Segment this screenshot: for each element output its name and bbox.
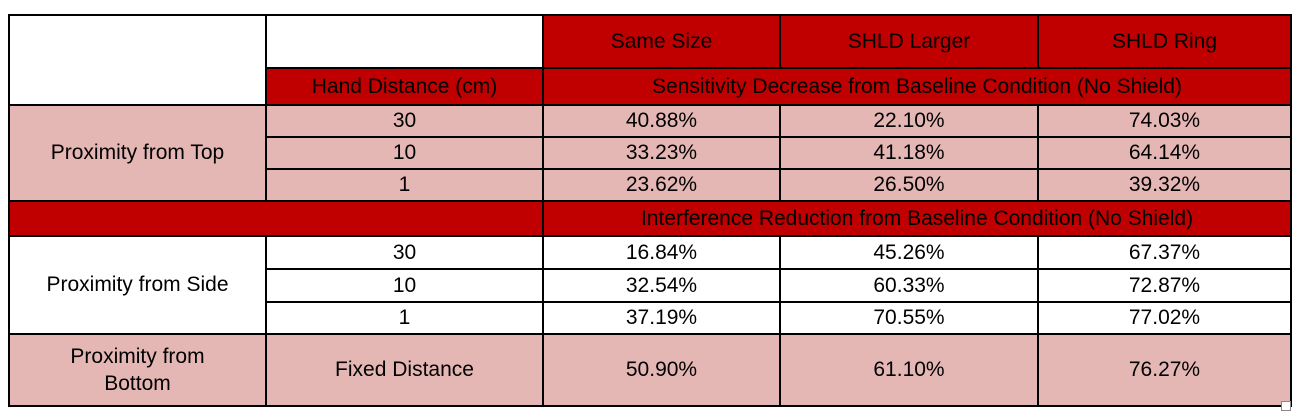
data-cell: 37.19% xyxy=(542,301,781,335)
data-cell: 40.88% xyxy=(542,104,781,138)
data-cell: 76.27% xyxy=(1037,333,1292,407)
interference-band-spacer xyxy=(8,200,544,237)
hand-distance-cell: 1 xyxy=(265,301,544,335)
table-row: Proximity from Bottom Fixed Distance 50.… xyxy=(8,333,1292,407)
hand-distance-cell: 1 xyxy=(265,168,544,202)
hand-distance-cell: 10 xyxy=(265,136,544,170)
data-cell: 67.37% xyxy=(1037,235,1292,270)
data-cell: 60.33% xyxy=(779,268,1039,303)
data-cell: 61.10% xyxy=(779,333,1039,407)
table-row: 1 37.19% 70.55% 77.02% xyxy=(9,301,1292,335)
hand-distance-cell: 10 xyxy=(265,268,544,303)
shield-comparison-table: Same Size SHLD Larger SHLD Ring Hand Dis… xyxy=(8,14,1292,407)
data-cell: 32.54% xyxy=(542,268,781,303)
data-cell: 64.14% xyxy=(1037,136,1292,170)
table-row: Proximity from Side 30 16.84% 45.26% 67.… xyxy=(8,235,1292,335)
col-header-shld-ring: SHLD Ring xyxy=(1037,14,1292,69)
table-row: Proximity from Top 30 40.88% 22.10% 74.0… xyxy=(8,104,1292,202)
interference-band-cell: Interference Reduction from Baseline Con… xyxy=(542,200,1292,237)
row-label-proximity-bottom: Proximity from Bottom xyxy=(8,333,267,407)
hand-distance-cell: Fixed Distance xyxy=(265,333,544,407)
blank-cell xyxy=(265,14,544,69)
data-cell: 70.55% xyxy=(779,301,1039,335)
blank-corner-cell xyxy=(8,14,267,106)
data-cell: 77.02% xyxy=(1037,301,1292,335)
subheader-row: Hand Distance (cm) Sensitivity Decrease … xyxy=(9,67,1292,106)
data-cell: 50.90% xyxy=(542,333,781,407)
data-cell: 72.87% xyxy=(1037,268,1292,303)
data-cell: 39.32% xyxy=(1037,168,1292,202)
data-cell: 26.50% xyxy=(779,168,1039,202)
data-cell: 22.10% xyxy=(779,104,1039,138)
hand-distance-cell: 30 xyxy=(265,235,544,270)
data-cell: 41.18% xyxy=(779,136,1039,170)
interference-band-row: Interference Reduction from Baseline Con… xyxy=(8,200,1292,237)
hand-distance-cell: 30 xyxy=(265,104,544,138)
data-cell: 74.03% xyxy=(1037,104,1292,138)
row-label-proximity-side: Proximity from Side xyxy=(8,235,267,335)
col-header-shld-larger: SHLD Larger xyxy=(779,14,1039,69)
data-cell: 33.23% xyxy=(542,136,781,170)
row-label-proximity-top: Proximity from Top xyxy=(8,104,267,202)
data-cell: 16.84% xyxy=(542,235,781,270)
header-row: Same Size SHLD Larger SHLD Ring xyxy=(8,14,1292,106)
col-header-same-size: Same Size xyxy=(542,14,781,69)
sensitivity-band-cell: Sensitivity Decrease from Baseline Condi… xyxy=(542,67,1292,106)
table-row: 10 33.23% 41.18% 64.14% xyxy=(9,136,1292,170)
row-label-text: Proximity from Bottom xyxy=(70,344,205,395)
table-row: 10 32.54% 60.33% 72.87% xyxy=(9,268,1292,303)
data-cell: 23.62% xyxy=(542,168,781,202)
resize-handle[interactable] xyxy=(1281,401,1291,411)
table-row: 1 23.62% 26.50% 39.32% xyxy=(9,168,1292,202)
hand-distance-header-cell: Hand Distance (cm) xyxy=(265,67,544,106)
data-cell: 45.26% xyxy=(779,235,1039,270)
